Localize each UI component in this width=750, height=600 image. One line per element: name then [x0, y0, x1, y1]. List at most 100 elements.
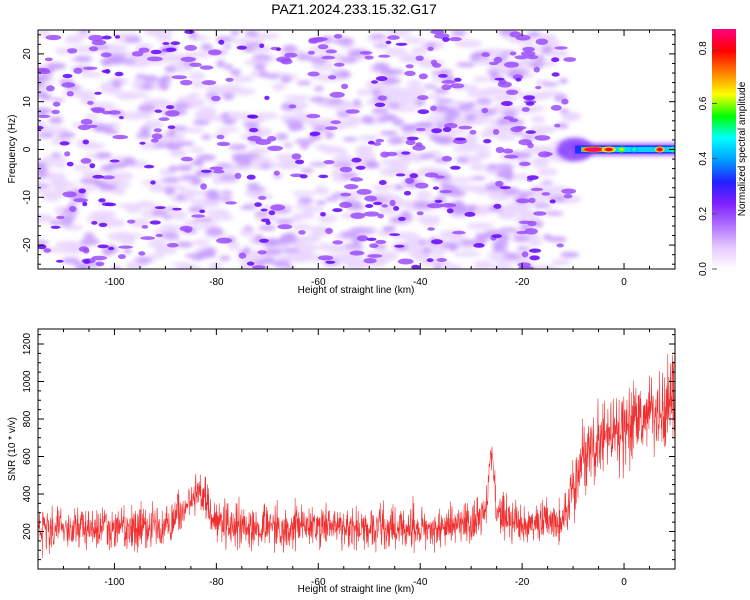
noise-blob [422, 218, 439, 227]
noise-blob [220, 196, 233, 202]
snr-x-label: Height of straight line (km) [298, 584, 415, 595]
noise-blob [50, 225, 61, 229]
noise-blob [180, 56, 197, 62]
noise-blob [206, 227, 224, 236]
noise-blob [529, 248, 542, 253]
noise-blob [77, 124, 91, 131]
noise-blob [56, 259, 64, 263]
noise-blob [102, 250, 113, 256]
noise-blob [522, 135, 535, 141]
y-tick-label: 20 [22, 48, 33, 60]
y-tick-label: 600 [22, 448, 33, 465]
noise-blob [253, 63, 266, 71]
noise-blob [282, 44, 297, 53]
noise-blob [38, 125, 44, 130]
noise-blob [52, 101, 61, 107]
noise-blob [435, 98, 454, 104]
noise-blob [501, 187, 521, 195]
noise-blob [484, 230, 501, 235]
noise-blob [247, 114, 259, 119]
noise-blob [38, 188, 54, 194]
y-tick-label: 400 [22, 485, 33, 502]
noise-blob [488, 61, 499, 66]
noise-blob [254, 112, 279, 120]
noise-blob [317, 44, 329, 50]
noise-blob [150, 180, 156, 185]
noise-blob [531, 92, 552, 100]
noise-blob [516, 198, 531, 204]
noise-blob [38, 90, 47, 97]
noise-blob [106, 58, 125, 65]
noise-blob [201, 134, 212, 140]
noise-blob [554, 46, 568, 50]
noise-blob [535, 85, 542, 90]
noise-blob [448, 37, 462, 42]
noise-blob [369, 243, 379, 248]
snr-y-label: SNR (10 * v/v) [7, 417, 18, 481]
noise-blob [98, 198, 106, 203]
noise-blob [442, 127, 452, 133]
noise-blob [487, 163, 497, 171]
noise-blob [563, 194, 573, 199]
noise-blob [373, 63, 391, 71]
noise-blob [260, 163, 271, 169]
noise-blob [66, 161, 74, 167]
y-tick-label: 1200 [22, 332, 33, 355]
noise-blob [199, 209, 206, 214]
noise-blob [230, 68, 242, 76]
noise-blob [473, 243, 485, 248]
noise-blob [515, 77, 522, 82]
noise-blob [104, 69, 111, 74]
signal-hotspot [605, 147, 613, 152]
snr-y-ticks: 200 400 600 800 1000 1200 [22, 332, 675, 561]
spectrogram-noise-layer [38, 30, 577, 269]
noise-blob [166, 105, 175, 110]
noise-blob [247, 135, 262, 142]
noise-blob [56, 215, 65, 220]
noise-blob [493, 56, 503, 64]
noise-blob [464, 116, 476, 121]
noise-blob [244, 30, 259, 37]
noise-blob [389, 199, 396, 207]
y-tick-label: 200 [22, 523, 33, 540]
colorbar-tick-label: 0.0 [698, 262, 709, 276]
noise-blob [216, 141, 231, 147]
noise-blob [38, 30, 51, 37]
noise-blob [527, 55, 539, 60]
noise-blob [364, 195, 377, 202]
noise-blob [332, 240, 344, 245]
noise-blob [333, 33, 343, 39]
noise-blob [325, 49, 338, 54]
noise-blob [409, 173, 419, 179]
noise-blob [325, 260, 336, 264]
noise-blob [64, 151, 71, 157]
x-tick-label: -40 [413, 277, 428, 288]
noise-blob [530, 187, 544, 192]
noise-blob [367, 140, 375, 145]
noise-blob [223, 93, 234, 101]
noise-blob [504, 168, 514, 177]
noise-blob [350, 212, 366, 219]
snr-frame [37, 328, 676, 570]
noise-blob [191, 178, 202, 185]
noise-blob [38, 162, 46, 167]
colorbar-tick-label: 0.8 [698, 41, 709, 55]
noise-blob [259, 43, 265, 49]
noise-blob [454, 137, 467, 141]
noise-blob [561, 98, 569, 105]
noise-blob [91, 255, 107, 261]
noise-blob [196, 250, 217, 259]
noise-blob [155, 233, 163, 238]
noise-blob [246, 174, 256, 180]
noise-blob [146, 56, 163, 62]
colorbar-bar [712, 29, 736, 269]
x-tick-label: 0 [621, 277, 627, 288]
noise-blob [563, 57, 577, 62]
noise-blob [497, 81, 512, 88]
noise-blob [209, 166, 224, 171]
noise-blob [270, 204, 286, 211]
noise-blob [170, 41, 181, 46]
noise-blob [100, 52, 112, 58]
noise-blob [491, 263, 513, 269]
noise-blob [198, 106, 217, 117]
